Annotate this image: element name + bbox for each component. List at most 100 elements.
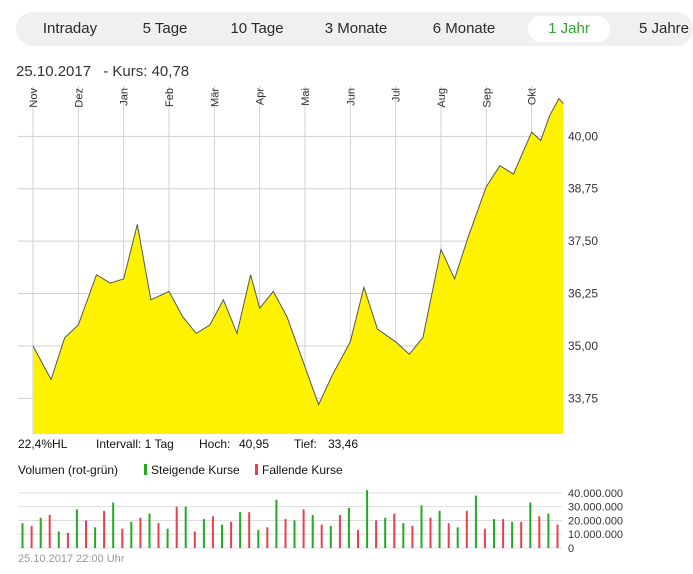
volume-bar-falling (266, 527, 269, 548)
volume-bar-rising (130, 521, 133, 548)
high-label: Hoch: (199, 437, 231, 451)
volume-bar-falling (338, 514, 341, 548)
volume-bar-rising (547, 513, 550, 548)
tab-6-monate[interactable]: 6 Monate (432, 20, 496, 37)
volume-bar-rising (39, 517, 42, 548)
x-tick-label: Nov (28, 88, 40, 108)
volume-bar-falling (411, 526, 414, 548)
volume-bar-rising (202, 519, 205, 548)
volume-bar-rising (112, 502, 115, 548)
tab-intraday[interactable]: Intraday (42, 20, 98, 37)
legend-rising: Steigende Kurse (144, 463, 240, 477)
volume-bar-falling (121, 528, 124, 548)
y-tick-label: 40,00 (568, 129, 598, 143)
interval-label: Intervall: 1 Tag (96, 437, 174, 451)
price-area (33, 98, 564, 434)
volume-title: Volumen (rot-grün) (18, 463, 119, 477)
timestamp-footer: 25.10.2017 22:00 Uhr (18, 553, 125, 565)
high-value: 40,95 (239, 437, 270, 451)
volume-bar-falling (556, 524, 559, 548)
volume-bar-falling (157, 523, 160, 548)
volume-bar-falling (375, 520, 378, 548)
volume-bar-rising (239, 512, 242, 548)
volume-bar-rising (275, 499, 278, 548)
volume-bar-rising (311, 514, 314, 548)
x-tick-label: Okt (527, 88, 539, 105)
rising-swatch (144, 464, 147, 475)
volume-bar-falling (30, 526, 33, 548)
volume-bar-rising (456, 527, 459, 548)
volume-bar-rising (420, 505, 423, 548)
volume-bar-rising (493, 519, 495, 548)
volume-bar-falling (248, 512, 251, 548)
tab-5-tage[interactable]: 5 Tage (142, 20, 188, 37)
volume-bar-rising (474, 495, 477, 548)
rising-label: Steigende Kurse (151, 463, 240, 477)
low-label: Tief: (294, 437, 317, 451)
volume-bar-rising (166, 528, 169, 548)
tab-5-jahre[interactable]: 5 Jahre (638, 20, 690, 37)
volume-grid (18, 492, 562, 549)
x-tick-label: Mär (209, 88, 221, 107)
quote-date: 25.10.2017 (16, 63, 92, 80)
range-tab-bar: Intraday 5 Tage 10 Tage 3 Monate 6 Monat… (16, 12, 693, 46)
volume-bar-rising (257, 530, 260, 548)
volume-bar-falling (139, 517, 142, 548)
volume-y-tick-label: 30.000.000 (568, 502, 623, 514)
x-tick-label: Dez (73, 88, 85, 108)
volume-bar-rising (293, 520, 296, 548)
volume-bar-falling (520, 521, 523, 548)
volume-bar-falling (230, 521, 233, 548)
tab-3-monate[interactable]: 3 Monate (324, 20, 388, 37)
volume-bar-rising (438, 510, 441, 548)
volume-bar-rising (184, 506, 187, 548)
volume-bar-falling (447, 523, 450, 548)
y-axis-labels: 33,75 35,00 36,25 37,50 38,75 40,00 (568, 129, 598, 405)
x-tick-label: Mai (300, 88, 312, 106)
volume-bar-falling (429, 517, 432, 548)
y-tick-label: 37,50 (568, 234, 598, 248)
volume-bar-rising (221, 524, 223, 548)
price-chart: Nov Dez Jan Feb Mär Apr Mai Jun Jul Aug Sep Okt 33,… (18, 86, 598, 434)
volume-bars (21, 490, 559, 548)
volume-bar-falling (175, 506, 178, 548)
y-tick-label: 33,75 (568, 391, 598, 405)
quote-header: 25.10.2017 - Kurs: 40,78 (16, 63, 189, 80)
volume-bar-rising (329, 526, 332, 548)
tab-10-tage[interactable]: 10 Tage (230, 20, 284, 37)
volume-y-tick-label: 40.000.000 (568, 488, 623, 500)
volume-bar-falling (538, 516, 541, 548)
falling-swatch (255, 464, 258, 475)
volume-bar-falling (465, 510, 468, 548)
volume-y-tick-label: 0 (568, 543, 574, 552)
volume-bar-falling (302, 509, 305, 548)
price-line (32, 97, 564, 407)
volume-bar-rising (57, 531, 60, 548)
volume-bar-rising (366, 490, 369, 548)
volume-y-tick-label: 10.000.000 (568, 529, 623, 541)
volume-bar-rising (402, 523, 405, 548)
volume-bar-falling (357, 530, 359, 548)
x-axis-labels: Nov Dez Jan Feb Mär Apr Mai Jun Jul Aug Sep Okt (28, 88, 539, 108)
x-tick-label: Sep (481, 88, 493, 108)
volume-bar-falling (393, 513, 396, 548)
volume-bar-rising (384, 517, 387, 548)
volume-bar-falling (502, 519, 505, 548)
volume-bar-rising (347, 508, 350, 548)
x-tick-label: Jan (119, 88, 131, 106)
y-tick-label: 38,75 (568, 182, 598, 196)
tab-1-jahr[interactable]: 1 Jahr (528, 16, 610, 42)
falling-label: Fallende Kurse (262, 463, 343, 477)
volume-bar-rising (511, 521, 514, 548)
volume-bar-falling (320, 524, 323, 548)
volume-bar-rising (75, 509, 78, 548)
volume-bar-falling (85, 520, 87, 548)
volume-bar-falling (103, 510, 106, 548)
volume-bar-rising (21, 523, 24, 548)
x-tick-label: Feb (164, 88, 176, 107)
legend-falling: Fallende Kurse (255, 463, 343, 477)
volume-bar-falling (48, 514, 51, 548)
x-tick-label: Jul (391, 88, 403, 102)
